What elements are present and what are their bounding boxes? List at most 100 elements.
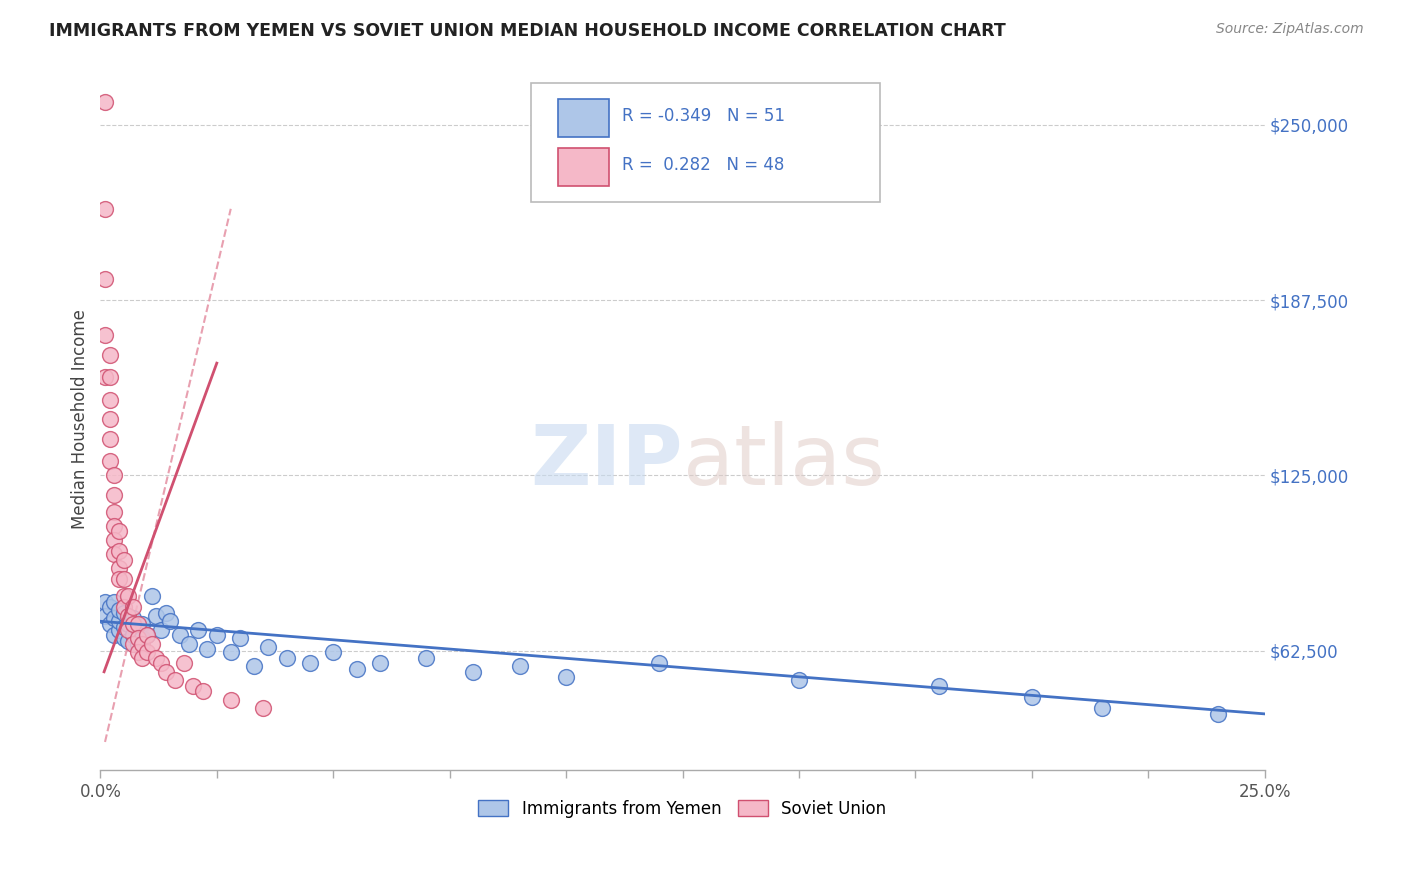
Point (103, 488, 125, 502)
Point (103, 628, 125, 642)
Point (122, 600, 145, 615)
Point (108, 544, 131, 558)
Point (94, 328, 117, 343)
FancyBboxPatch shape (558, 148, 609, 186)
Point (117, 617, 139, 632)
Point (509, 659, 531, 673)
Point (94, 95, 117, 110)
Point (276, 650, 298, 665)
Point (127, 623, 149, 637)
Point (117, 634, 139, 648)
Text: ZIP: ZIP (530, 421, 682, 502)
Point (103, 594, 125, 608)
Point (98, 412, 121, 426)
Point (1091, 701, 1114, 715)
Point (94, 202, 117, 216)
Point (205, 628, 228, 642)
Point (555, 670, 578, 684)
Point (127, 637, 149, 651)
Text: Source: ZipAtlas.com: Source: ZipAtlas.com (1216, 22, 1364, 37)
Point (98, 392, 121, 407)
Point (159, 615, 181, 629)
Point (103, 505, 125, 519)
Point (155, 665, 177, 679)
Point (108, 603, 131, 617)
Point (103, 468, 125, 483)
Point (112, 572, 135, 586)
Point (112, 589, 135, 603)
Point (122, 628, 145, 642)
Point (219, 645, 242, 659)
Point (191, 684, 214, 698)
Point (117, 608, 139, 623)
Point (177, 637, 200, 651)
Point (322, 645, 344, 659)
Point (257, 640, 280, 654)
Point (135, 628, 157, 642)
Point (94, 272, 117, 286)
Point (928, 679, 950, 693)
Point (98, 617, 121, 632)
Point (252, 701, 274, 715)
Point (112, 631, 135, 645)
Point (149, 657, 172, 671)
Text: atlas: atlas (682, 421, 884, 502)
Point (787, 673, 810, 688)
Point (346, 662, 368, 676)
Point (117, 623, 139, 637)
Point (141, 637, 163, 651)
Point (108, 524, 131, 539)
Point (112, 552, 135, 566)
Point (368, 657, 391, 671)
Point (98, 370, 121, 384)
Point (103, 519, 125, 533)
Point (98, 454, 121, 468)
Point (98, 348, 121, 362)
Point (173, 657, 195, 671)
Point (112, 600, 135, 615)
Point (145, 650, 167, 665)
Y-axis label: Median Household Income: Median Household Income (72, 310, 89, 529)
FancyBboxPatch shape (558, 99, 609, 136)
Point (183, 679, 205, 693)
Point (155, 606, 177, 620)
FancyBboxPatch shape (531, 83, 880, 202)
Point (149, 623, 172, 637)
Point (1021, 690, 1043, 704)
Point (108, 623, 131, 637)
Text: R =  0.282   N = 48: R = 0.282 N = 48 (621, 156, 785, 174)
Point (127, 631, 149, 645)
Point (131, 617, 153, 632)
Point (94, 594, 117, 608)
Point (94, 370, 117, 384)
Point (117, 589, 139, 603)
Point (145, 608, 167, 623)
Point (415, 650, 437, 665)
Point (187, 623, 209, 637)
Point (127, 617, 149, 632)
Point (169, 628, 191, 642)
Point (98, 432, 121, 446)
Point (112, 620, 135, 634)
Point (103, 547, 125, 561)
Point (122, 617, 145, 632)
Point (163, 673, 186, 688)
Point (98, 600, 121, 615)
Point (103, 533, 125, 547)
Point (298, 657, 321, 671)
Point (461, 665, 484, 679)
Point (108, 615, 131, 629)
Point (131, 637, 153, 651)
Legend: Immigrants from Yemen, Soviet Union: Immigrants from Yemen, Soviet Union (472, 794, 893, 825)
Point (108, 572, 131, 586)
Point (135, 645, 157, 659)
Point (103, 611, 125, 625)
Text: IMMIGRANTS FROM YEMEN VS SOVIET UNION MEDIAN HOUSEHOLD INCOME CORRELATION CHART: IMMIGRANTS FROM YEMEN VS SOVIET UNION ME… (49, 22, 1005, 40)
Point (122, 611, 145, 625)
Point (197, 642, 219, 657)
Point (131, 650, 153, 665)
Text: R = -0.349   N = 51: R = -0.349 N = 51 (621, 107, 785, 125)
Point (131, 631, 153, 645)
Point (243, 659, 266, 673)
Point (1206, 706, 1229, 721)
